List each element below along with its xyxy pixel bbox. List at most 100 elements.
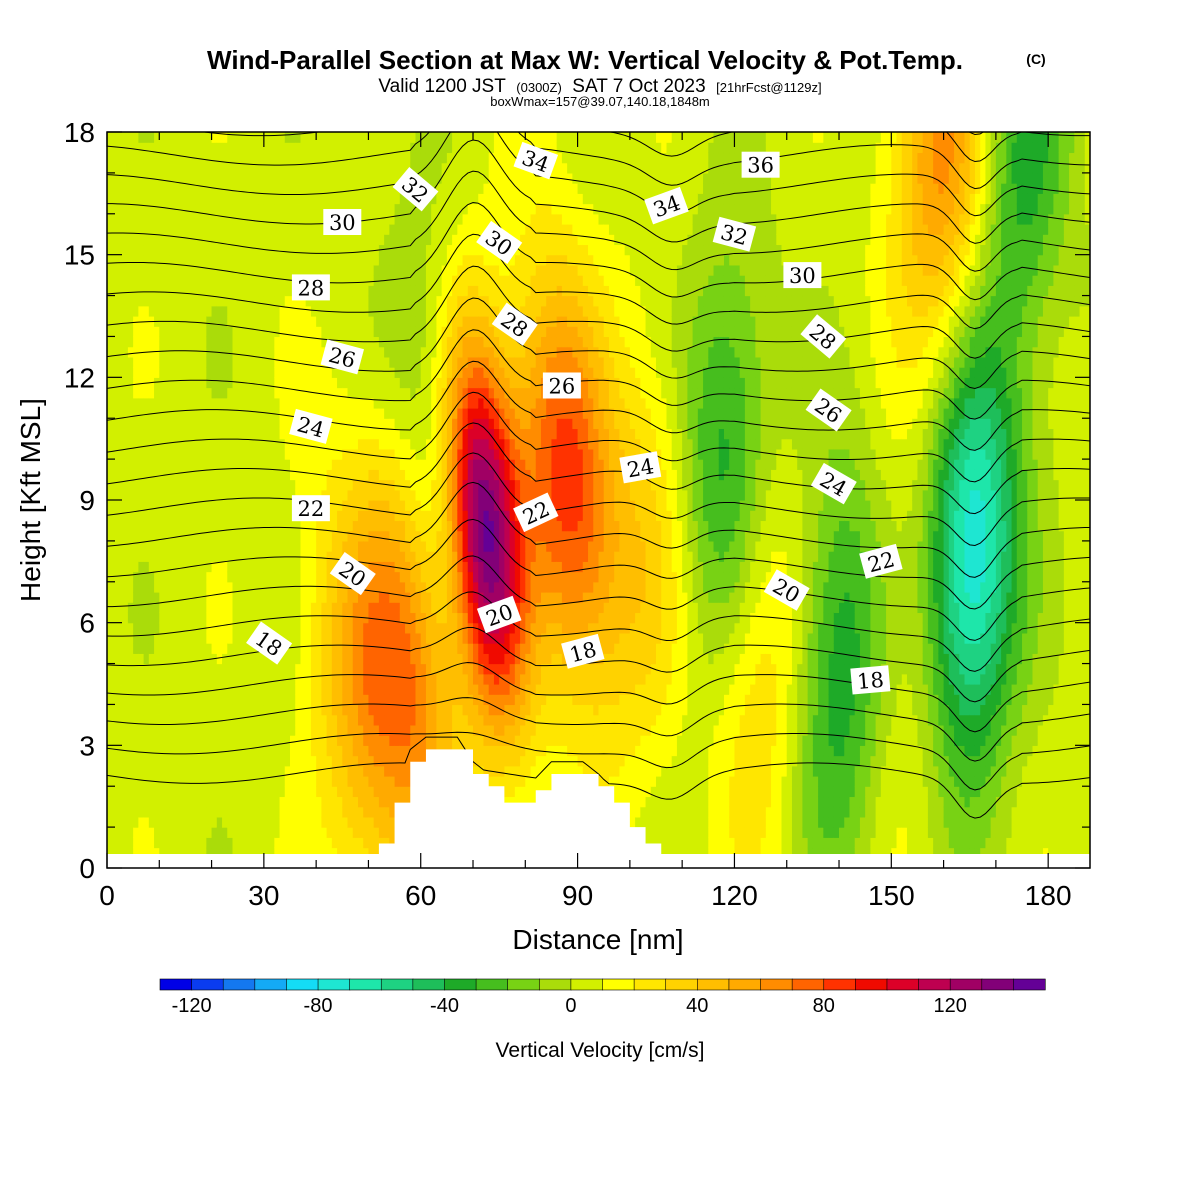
- velocity-cell: [185, 275, 192, 286]
- velocity-cell: [352, 663, 359, 675]
- velocity-cell: [337, 612, 343, 624]
- velocity-cell: [127, 592, 134, 603]
- velocity-cell: [373, 643, 380, 654]
- velocity-cell: [279, 377, 286, 389]
- velocity-cell: [279, 806, 286, 818]
- velocity-cell: [227, 776, 234, 787]
- velocity-cell: [242, 520, 249, 532]
- velocity-cell: [169, 561, 176, 573]
- velocity-cell: [316, 551, 322, 562]
- velocity-cell: [357, 540, 364, 552]
- velocity-cell: [122, 510, 129, 522]
- velocity-cell: [232, 622, 239, 634]
- velocity-cell: [164, 213, 171, 225]
- velocity-cell: [284, 213, 291, 225]
- velocity-cell: [133, 387, 139, 399]
- velocity-cell: [206, 132, 213, 143]
- velocity-cell: [232, 837, 239, 849]
- velocity-cell: [174, 285, 181, 297]
- velocity-cell: [169, 244, 176, 256]
- velocity-cell: [174, 540, 181, 552]
- velocity-cell: [410, 377, 417, 389]
- velocity-cell: [127, 397, 134, 409]
- velocity-cell: [185, 510, 192, 522]
- velocity-cell: [331, 244, 338, 256]
- velocity-cell: [216, 224, 223, 235]
- velocity-cell: [399, 377, 406, 389]
- velocity-cell: [337, 172, 343, 184]
- velocity-cell: [274, 765, 281, 777]
- velocity-cell: [384, 428, 390, 440]
- velocity-cell: [316, 336, 322, 348]
- velocity-cell: [159, 305, 166, 317]
- velocity-cell: [112, 234, 119, 246]
- velocity-cell: [138, 663, 145, 675]
- velocity-cell: [269, 132, 275, 143]
- velocity-cell: [263, 316, 270, 327]
- velocity-cell: [321, 132, 328, 143]
- velocity-cell: [195, 755, 202, 767]
- velocity-cell: [373, 142, 380, 154]
- velocity-cell: [420, 561, 427, 573]
- velocity-cell: [310, 612, 317, 624]
- velocity-cell: [222, 132, 228, 143]
- velocity-cell: [405, 755, 411, 767]
- velocity-cell: [300, 847, 307, 859]
- velocity-cell: [211, 224, 218, 235]
- velocity-cell: [321, 193, 328, 205]
- velocity-cell: [211, 408, 218, 419]
- velocity-cell: [159, 479, 166, 491]
- velocity-cell: [127, 172, 134, 184]
- velocity-cell: [174, 172, 181, 184]
- velocity-cell: [206, 520, 213, 532]
- velocity-cell: [399, 193, 406, 205]
- velocity-cell: [227, 632, 234, 644]
- velocity-cell: [462, 694, 469, 706]
- velocity-cell: [263, 275, 270, 286]
- velocity-cell: [284, 254, 291, 266]
- velocity-cell: [420, 305, 427, 317]
- velocity-cell: [269, 142, 275, 154]
- velocity-cell: [347, 152, 354, 164]
- velocity-cell: [159, 264, 166, 276]
- velocity-cell: [206, 786, 213, 798]
- velocity-cell: [122, 448, 129, 460]
- velocity-cell: [279, 408, 286, 419]
- velocity-cell: [222, 724, 228, 736]
- velocity-cell: [112, 244, 119, 256]
- velocity-cell: [462, 735, 469, 746]
- velocity-cell: [452, 571, 458, 583]
- velocity-cell: [425, 622, 432, 634]
- velocity-cell: [399, 326, 406, 338]
- velocity-cell: [107, 224, 113, 235]
- velocity-cell: [180, 704, 187, 716]
- velocity-cell: [143, 735, 150, 746]
- velocity-cell: [326, 203, 333, 215]
- velocity-cell: [394, 367, 401, 378]
- velocity-cell: [201, 336, 207, 348]
- velocity-cell: [342, 193, 349, 205]
- velocity-cell: [363, 643, 370, 654]
- velocity-cell: [253, 213, 260, 225]
- velocity-cell: [305, 827, 312, 838]
- velocity-cell: [415, 305, 422, 317]
- velocity-cell: [222, 397, 228, 409]
- velocity-cell: [242, 489, 249, 501]
- velocity-cell: [310, 234, 317, 246]
- velocity-cell: [462, 224, 469, 235]
- velocity-cell: [441, 469, 448, 481]
- velocity-cell: [399, 684, 406, 695]
- velocity-cell: [274, 132, 281, 143]
- velocity-cell: [352, 285, 359, 297]
- velocity-cell: [290, 295, 296, 307]
- velocity-cell: [368, 234, 375, 246]
- velocity-cell: [410, 694, 417, 706]
- velocity-cell: [117, 663, 124, 675]
- velocity-cell: [269, 530, 275, 542]
- velocity-cell: [154, 213, 160, 225]
- velocity-cell: [300, 295, 307, 307]
- velocity-cell: [112, 653, 119, 665]
- velocity-cell: [394, 346, 401, 358]
- velocity-cell: [263, 356, 270, 368]
- velocity-cell: [389, 755, 396, 767]
